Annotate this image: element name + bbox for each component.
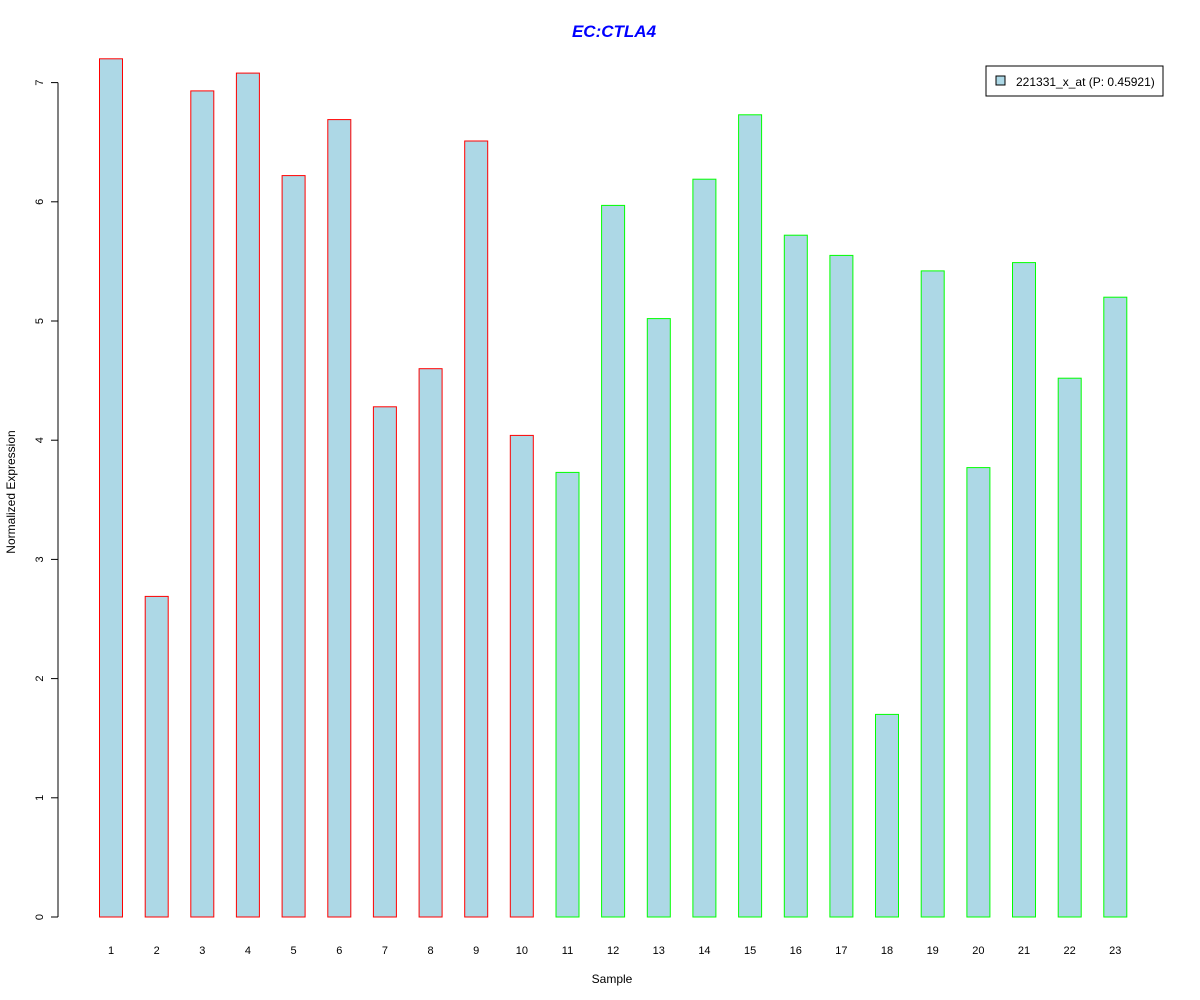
chart-title: EC:CTLA4	[572, 22, 657, 41]
legend-box	[985, 65, 1164, 97]
x-tick-label: 21	[1018, 945, 1030, 957]
y-tick-label: 7	[34, 80, 46, 86]
bar-sample-11	[555, 471, 580, 918]
y-tick-label: 5	[34, 318, 46, 324]
bar-sample-20	[966, 467, 991, 918]
bar-sample-17	[829, 254, 854, 918]
bar-sample-14	[692, 178, 717, 918]
bar-sample-4	[235, 72, 260, 918]
y-tick-label: 1	[34, 795, 46, 801]
bar-sample-6	[327, 119, 352, 918]
x-tick-label: 6	[336, 945, 342, 957]
bar-sample-10	[509, 434, 534, 918]
bar-sample-7	[372, 406, 397, 918]
y-tick-label: 4	[34, 437, 46, 443]
bar-sample-19	[920, 270, 945, 918]
x-tick-label: 10	[516, 945, 528, 957]
x-tick-label: 1	[108, 945, 114, 957]
bar-sample-12	[601, 204, 626, 918]
bar-sample-22	[1057, 377, 1082, 918]
bar-sample-15	[738, 114, 763, 918]
bar-sample-9	[464, 140, 489, 918]
x-tick-label: 17	[835, 945, 847, 957]
x-tick-label: 12	[607, 945, 619, 957]
x-tick-label: 18	[881, 945, 893, 957]
bar-sample-18	[875, 713, 899, 918]
legend: 221331_x_at (P: 0.45921)	[985, 65, 1164, 97]
x-tick-label: 14	[698, 945, 710, 957]
x-tick-label: 8	[427, 945, 433, 957]
x-tick-label: 22	[1064, 945, 1076, 957]
x-tick-label: 16	[790, 945, 802, 957]
bar-sample-23	[1103, 296, 1128, 918]
x-tick-label: 5	[291, 945, 297, 957]
x-tick-label: 2	[154, 945, 160, 957]
legend-swatch	[995, 75, 1006, 86]
bar-sample-5	[281, 175, 306, 918]
x-tick-label: 3	[199, 945, 205, 957]
x-tick-label: 13	[653, 945, 665, 957]
y-tick-label: 0	[34, 914, 46, 920]
bar-sample-3	[190, 90, 215, 918]
x-tick-label: 9	[473, 945, 479, 957]
bar-sample-1	[99, 58, 123, 918]
x-axis-title: Sample	[592, 972, 633, 986]
x-tick-label: 19	[927, 945, 939, 957]
y-axis-title: Normalized Expression	[4, 430, 18, 553]
x-tick-label: 4	[245, 945, 251, 957]
y-tick-label: 6	[34, 199, 46, 205]
bar-sample-8	[418, 368, 443, 918]
y-axis: 0 1 2 3 4 5 6 7	[34, 80, 59, 920]
x-tick-labels: 1 2 3 4 5 6 7 8 9 10 11 12 13 14 15 16 17 18 19 20 21 22 23	[108, 945, 1121, 957]
bar-sample-16	[783, 234, 808, 918]
x-tick-label: 15	[744, 945, 756, 957]
bars-group	[99, 58, 1128, 918]
legend-label: 221331_x_at (P: 0.45921)	[1016, 75, 1155, 89]
x-tick-label: 11	[562, 945, 573, 957]
x-tick-label: 20	[972, 945, 984, 957]
y-tick-label: 3	[34, 556, 46, 562]
x-tick-label: 7	[382, 945, 388, 957]
y-tick-label: 2	[34, 676, 46, 682]
bar-sample-13	[646, 318, 671, 918]
bar-sample-21	[1012, 262, 1036, 918]
bar-sample-2	[144, 595, 169, 918]
x-tick-label: 23	[1109, 945, 1121, 957]
